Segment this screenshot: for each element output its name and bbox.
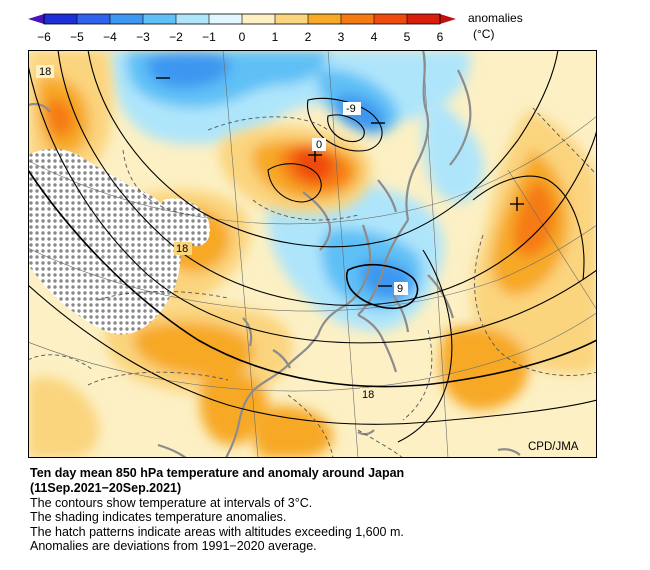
colorbar-tick-label: −6: [37, 30, 51, 44]
colorbar-right-arrow: [440, 14, 456, 24]
colorbar-cell: [242, 14, 275, 24]
warm-anomaly-south: [28, 377, 334, 458]
contour-label-18-south: 18: [362, 389, 374, 401]
cold-anomaly-north: [108, 50, 470, 145]
colorbar-tick-label: 4: [371, 30, 378, 44]
colorbar-tick-label: −3: [136, 30, 150, 44]
colorbar-cell: [275, 14, 308, 24]
colorbar-tick-label: 3: [338, 30, 345, 44]
colorbar-tick-label: −5: [70, 30, 84, 44]
colorbar-tick-label: −2: [169, 30, 183, 44]
contour-labels: 18 0 -9 18 9 18: [36, 65, 408, 401]
temperature-contours: [28, 50, 597, 443]
colorbar-cell: [407, 14, 440, 24]
colorbar-cell: [44, 14, 77, 24]
cold-anomaly-japan: [267, 90, 484, 331]
contour-label-18-west: 18: [176, 243, 188, 255]
high-terrain-hatch-tibet: [28, 148, 181, 335]
colorbar-tick-label: −4: [103, 30, 117, 44]
anomaly-map: 18 0 -9 18 9 18 CPD/JMA: [28, 50, 597, 458]
colorbar-tick-label: 6: [437, 30, 444, 44]
colorbar-cell: [209, 14, 242, 24]
contour-label-0: 0: [316, 139, 322, 151]
caption-line-shading: The shading indicates temperature anomal…: [30, 510, 287, 525]
caption-line-normals: Anomalies are deviations from 1991−2020 …: [30, 538, 317, 553]
contour-label-18-northwest: 18: [39, 66, 51, 78]
zero-anomaly-contours: [28, 107, 597, 458]
colorbar-left-arrow: [28, 14, 44, 24]
figure-caption: Ten day mean 850 hPa temperature and ano…: [30, 466, 630, 553]
colorbar-cell: [374, 14, 407, 24]
colorbar-tick-label: 2: [305, 30, 312, 44]
colorbar-cell: [176, 14, 209, 24]
colorbar-cell: [143, 14, 176, 24]
colorbar-label-unit: (°C): [473, 27, 494, 41]
caption-line-contours: The contours show temperature at interva…: [30, 496, 313, 510]
colorbar-tick-label: 5: [404, 30, 411, 44]
caption-line-hatch: The hatch patterns indicate areas with a…: [30, 524, 404, 539]
colorbar-cell: [77, 14, 110, 24]
colorbar-cell: [308, 14, 341, 24]
colorbar-tick-label: −1: [202, 30, 216, 44]
colorbar-cell: [110, 14, 143, 24]
colorbar-cell: [341, 14, 374, 24]
caption-title: Ten day mean 850 hPa temperature and ano…: [30, 466, 405, 480]
anomaly-colorbar: −6 −5 −4 −3 −2 −1 0 1 2 3 4 5 6 anomalies (°C): [28, 11, 523, 44]
warm-anomaly-northchina: [218, 125, 372, 214]
credit-label: CPD/JMA: [528, 441, 579, 453]
contour-label-9-center: 9: [397, 283, 403, 295]
colorbar-tick-label: 1: [272, 30, 279, 44]
colorbar-label-anomalies: anomalies: [468, 11, 523, 25]
warm-anomaly-southchina: [104, 302, 293, 445]
contour-label-minus9-north: -9: [346, 103, 356, 115]
colorbar-tick-label: 0: [239, 30, 246, 44]
coastlines: [28, 50, 521, 458]
caption-period: (11Sep.2021−20Sep.2021): [30, 481, 182, 495]
